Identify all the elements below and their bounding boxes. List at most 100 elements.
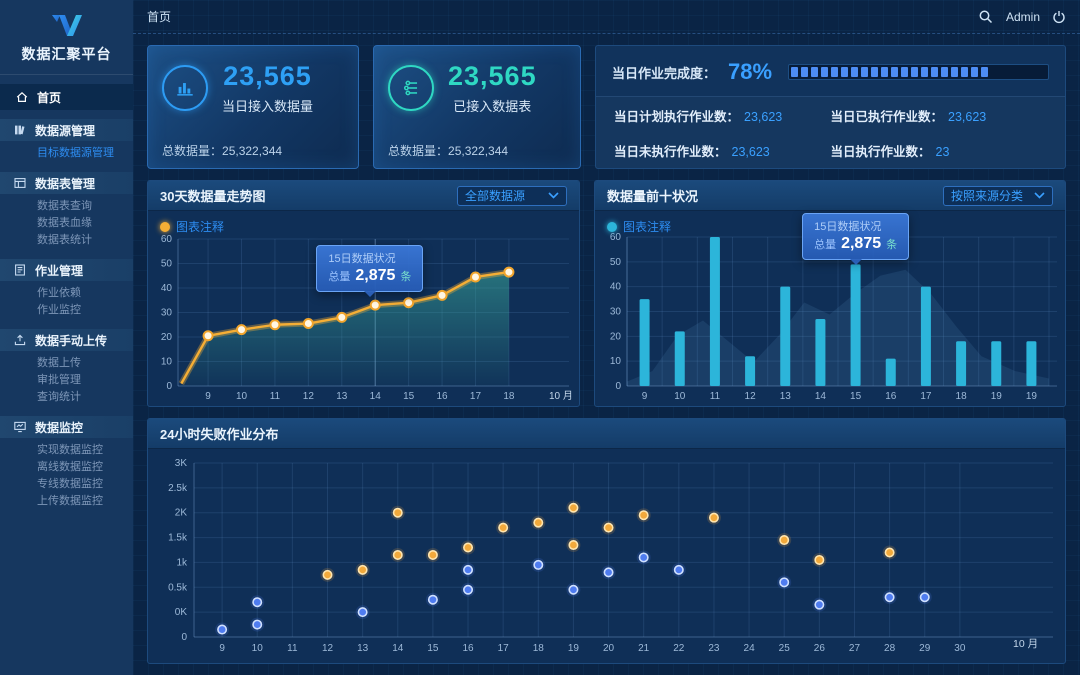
- sidebar-section-2[interactable]: 数据表管理: [0, 172, 133, 194]
- svg-text:15: 15: [850, 391, 862, 402]
- sidebar-item[interactable]: 目标数据源管理: [37, 147, 114, 159]
- stat-label: 当日接入数据量: [222, 98, 314, 114]
- top10-chart[interactable]: 0 10 20 30 40 50 60 9 10 11 12 13 14 15 16 17 18 19 19 图表注…: [595, 211, 1065, 406]
- sidebar-nav: 首页数据源管理目标数据源管理 数据表管理数据表查询数据表血缘数据表统计作业管理作业…: [0, 84, 133, 511]
- sidebar-item[interactable]: 数据表查询: [37, 200, 92, 212]
- job-stat-value: 23,623: [744, 109, 783, 124]
- sidebar-section-4[interactable]: 数据手动上传: [0, 329, 133, 351]
- legend[interactable]: 图表注释: [160, 218, 224, 235]
- svg-text:0: 0: [615, 381, 621, 392]
- progress-segment: [981, 67, 989, 77]
- svg-text:19: 19: [991, 391, 1003, 402]
- sidebar-item[interactable]: 数据表血缘: [37, 217, 92, 229]
- svg-text:11: 11: [710, 391, 721, 402]
- stat-card-connected-tables: 23,565 已接入数据表 总数据量：25,322,344: [373, 45, 581, 169]
- svg-text:13: 13: [357, 643, 369, 654]
- svg-text:23: 23: [708, 643, 720, 654]
- progress-segment: [791, 67, 799, 77]
- sidebar-section-label: 数据表管理: [35, 176, 96, 191]
- svg-text:21: 21: [638, 643, 650, 654]
- sidebar-item[interactable]: 专线数据监控: [37, 478, 103, 490]
- user-name[interactable]: Admin: [1005, 9, 1040, 24]
- progress-segment: [861, 67, 869, 77]
- breadcrumb[interactable]: 首页: [147, 10, 172, 24]
- svg-text:17: 17: [920, 391, 932, 402]
- jobs-stats-grid: 当日计划执行作业数： 23,623 当日已执行作业数： 23,623 当日未执行作业数：…: [596, 97, 1065, 168]
- sidebar-item[interactable]: 作业监控: [37, 304, 81, 316]
- svg-text:13: 13: [336, 391, 348, 402]
- sidebar-section-label: 作业管理: [35, 263, 84, 278]
- svg-text:9: 9: [642, 391, 648, 402]
- svg-text:30: 30: [610, 307, 622, 318]
- scatter-chart-svg: 0 0K 0.5k 1k 1.5k 2K 2.5k 3K 9 10 11 12 13 14 15 16 17 18…: [168, 458, 1053, 654]
- sidebar-section-1[interactable]: 数据源管理: [0, 119, 133, 141]
- job-stat-label: 当日执行作业数：: [830, 144, 931, 159]
- svg-text:27: 27: [849, 643, 861, 654]
- svg-text:14: 14: [815, 391, 827, 402]
- svg-text:10 月: 10 月: [549, 390, 573, 402]
- sidebar-item-home[interactable]: 首页: [0, 84, 133, 110]
- sidebar-item[interactable]: 数据上传: [37, 357, 81, 369]
- svg-text:0.5k: 0.5k: [168, 582, 188, 593]
- datasource-select[interactable]: 全部数据源: [457, 185, 567, 206]
- chevron-down-icon: [548, 192, 559, 199]
- progress-segment: [901, 67, 909, 77]
- stat-footer: 总数据量：25,322,344: [162, 142, 344, 159]
- svg-text:30: 30: [161, 308, 173, 319]
- svg-text:18: 18: [533, 643, 545, 654]
- sidebar-item[interactable]: 查询统计: [37, 391, 81, 403]
- table-icon: [13, 176, 27, 190]
- progress-segment: [951, 67, 959, 77]
- stat-value: 23,565: [223, 61, 312, 91]
- charts-row: 30天数据量走势图 全部数据源 0 10 20 30 40 50 60 9 10 11 12 13 14…: [147, 180, 1066, 407]
- app-title: 数据汇聚平台: [21, 46, 112, 62]
- svg-text:13: 13: [780, 391, 792, 402]
- svg-text:16: 16: [885, 391, 897, 402]
- sidebar-item[interactable]: 审批管理: [37, 374, 81, 386]
- progress-segment: [971, 67, 979, 77]
- stat-card-daily-ingest: 23,565 当日接入数据量 总数据量：25,322,344: [147, 45, 359, 169]
- panel-title: 数据量前十状况: [607, 189, 699, 204]
- sidebar-section-5[interactable]: 数据监控: [0, 416, 133, 438]
- jobs-completion-panel: 当日作业完成度： 78% 当日计划执行作业数： 23,623 当日已执行作业数： 23…: [595, 45, 1066, 169]
- search-icon[interactable]: [978, 9, 994, 25]
- svg-text:28: 28: [884, 643, 896, 654]
- sidebar-item[interactable]: 数据表统计: [37, 234, 92, 246]
- legend[interactable]: 图表注释: [607, 218, 671, 235]
- panel-title: 30天数据量走势图: [160, 189, 266, 204]
- sidebar-item[interactable]: 实现数据监控: [37, 444, 103, 456]
- trend-chart[interactable]: 0 10 20 30 40 50 60 9 10 11 12 13 14 15 16 17 18 10 月 图表注…: [148, 211, 579, 406]
- sidebar-section-3[interactable]: 作业管理: [0, 259, 133, 281]
- legend-dot: [607, 221, 617, 232]
- svg-text:22: 22: [673, 643, 685, 654]
- failures-chart[interactable]: 0 0K 0.5k 1k 1.5k 2K 2.5k 3K 9 10 11 12 13 14 15 16 17 18…: [148, 449, 1065, 663]
- bar-chart-icon: [162, 65, 208, 112]
- panel-header: 24小时失败作业分布: [148, 419, 1065, 449]
- progress-segment: [941, 67, 949, 77]
- panel-failures-chart: 24小时失败作业分布 0 0K 0.5k 1k 1.5k 2K 2.5k 3K 9 10 11 12 1…: [147, 418, 1066, 664]
- svg-text:14: 14: [370, 391, 382, 402]
- progress-segment: [921, 67, 929, 77]
- svg-text:0K: 0K: [175, 607, 188, 618]
- topbar: 首页 Admin: [133, 0, 1080, 34]
- svg-text:10: 10: [161, 357, 173, 368]
- sidebar-item[interactable]: 上传数据监控: [37, 495, 103, 507]
- svg-text:9: 9: [219, 643, 225, 654]
- svg-text:19: 19: [1026, 391, 1038, 402]
- category-select[interactable]: 按照来源分类: [943, 185, 1053, 206]
- job-stat-value: 23,623: [731, 144, 770, 159]
- sidebar-item[interactable]: 离线数据监控: [37, 461, 103, 473]
- job-stat: 当日执行作业数： 23: [831, 141, 1048, 160]
- progress-segment: [931, 67, 939, 77]
- power-icon[interactable]: [1052, 10, 1066, 24]
- panel-header: 30天数据量走势图 全部数据源: [148, 181, 579, 211]
- sidebar-item[interactable]: 作业依赖: [37, 287, 81, 299]
- sidebar-item-label: 首页: [37, 90, 62, 105]
- svg-text:10: 10: [674, 391, 686, 402]
- svg-text:18: 18: [956, 391, 968, 402]
- svg-text:12: 12: [303, 391, 315, 402]
- svg-text:10: 10: [252, 643, 264, 654]
- svg-text:0: 0: [166, 381, 172, 392]
- progress-segment: [911, 67, 919, 77]
- document-icon: [13, 263, 27, 277]
